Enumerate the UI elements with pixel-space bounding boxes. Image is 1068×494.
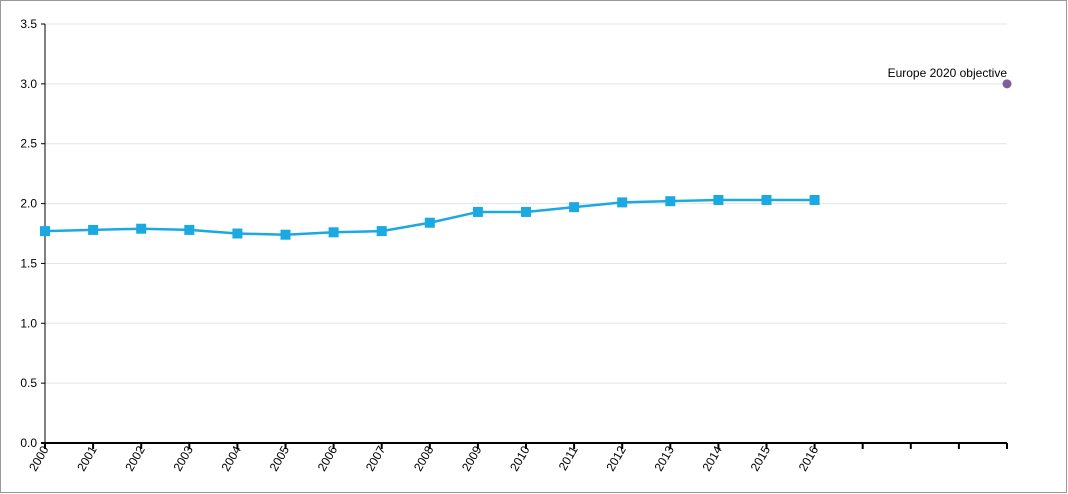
y-tick-label: 2.0 — [20, 197, 37, 211]
point — [88, 224, 99, 235]
point — [280, 229, 291, 240]
point — [1002, 79, 1012, 89]
series-label: Europe 2020 objective — [888, 66, 1008, 80]
point — [328, 227, 339, 238]
y-tick-label: 1.0 — [20, 316, 37, 330]
point — [184, 224, 195, 235]
point — [136, 223, 147, 234]
point — [376, 226, 387, 237]
y-tick-label: 3.0 — [20, 77, 37, 91]
point — [617, 197, 628, 208]
point — [809, 194, 820, 205]
point — [761, 194, 772, 205]
y-tick-label: 1.5 — [20, 256, 37, 270]
point — [472, 206, 483, 217]
y-tick-label: 0.0 — [20, 436, 37, 450]
point — [521, 206, 531, 217]
point — [569, 202, 580, 213]
y-tick-label: 3.5 — [20, 17, 37, 31]
point — [232, 228, 243, 239]
point — [40, 226, 50, 237]
point — [713, 194, 724, 205]
point — [665, 196, 676, 207]
y-tick-label: 0.5 — [20, 376, 37, 390]
point — [424, 217, 435, 228]
y-tick-label: 2.5 — [20, 137, 37, 151]
